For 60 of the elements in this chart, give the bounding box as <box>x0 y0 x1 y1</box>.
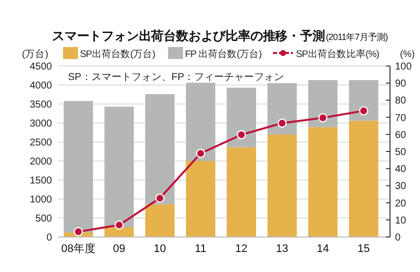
y-tick-label: 1000 <box>30 194 52 206</box>
y2-tick-label: 80 <box>395 96 407 107</box>
chart-title: スマートフォン出荷台数および比率の推移・予測 <box>52 29 325 43</box>
y2-tick-label: 20 <box>395 198 407 210</box>
bar <box>186 161 216 237</box>
y-tick-label: 0 <box>46 232 52 244</box>
y2-tick-label: 60 <box>395 130 407 141</box>
point <box>74 227 83 236</box>
bar <box>145 94 175 204</box>
point <box>278 118 287 128</box>
bar <box>64 100 94 232</box>
bar <box>226 88 256 148</box>
point <box>196 148 206 158</box>
y-tick-label: 500 <box>35 214 52 224</box>
bar <box>308 80 338 128</box>
x-tick-label: 13 <box>276 243 288 255</box>
y-tick-label: 4000 <box>30 80 52 92</box>
point <box>359 106 368 116</box>
bar <box>308 127 338 237</box>
bar <box>267 134 297 237</box>
y2-tick-label: 50 <box>395 147 407 158</box>
legend-label: FP 出荷台数(万台) <box>185 48 262 60</box>
x-tick-label: 09 <box>113 243 126 255</box>
bar <box>226 147 256 237</box>
y2-tick-label: 10 <box>395 215 407 226</box>
y2-axis-title: (%) <box>400 49 415 60</box>
legend-label: SP出荷台数(万台) <box>80 48 156 60</box>
y2-tick-label: 40 <box>395 164 407 176</box>
y-tick-label: 2500 <box>30 138 52 148</box>
legend-label: SP出荷台数比率(%) <box>296 48 380 60</box>
point <box>318 113 328 122</box>
y-tick-label: 3500 <box>30 100 52 110</box>
annotation: SP：スマートフォン、FP：フィーチャーフォン <box>68 72 284 83</box>
x-tick-label: 15 <box>358 243 370 255</box>
y-tick-label: 1500 <box>30 176 52 186</box>
y2-tick-label: 70 <box>395 112 407 124</box>
point <box>114 220 124 230</box>
y2-tick-label: 30 <box>395 181 407 192</box>
bar <box>348 120 378 237</box>
bar <box>348 80 378 121</box>
y-tick-label: 2000 <box>30 156 52 168</box>
bar <box>186 82 216 161</box>
point <box>155 194 164 203</box>
x-tick-label: 11 <box>194 243 206 255</box>
y-tick-label: 4500 <box>30 62 52 72</box>
chart-subtitle: (2011年7月予測) <box>326 32 388 42</box>
x-tick-label: 14 <box>316 243 329 255</box>
x-tick-label: 10 <box>154 243 166 255</box>
bar <box>104 228 134 237</box>
bar <box>104 106 134 228</box>
y2-tick-label: 90 <box>395 78 407 90</box>
point <box>236 130 246 140</box>
y-axis-title: (万台) <box>22 48 48 60</box>
y2-tick-label: 100 <box>395 62 412 72</box>
x-tick-label: 08年度 <box>61 242 96 255</box>
y2-tick-label: 0 <box>395 232 401 244</box>
x-tick-label: 12 <box>235 243 248 255</box>
y-tick-label: 3000 <box>30 118 52 130</box>
bar <box>145 204 175 237</box>
bar <box>267 83 297 134</box>
